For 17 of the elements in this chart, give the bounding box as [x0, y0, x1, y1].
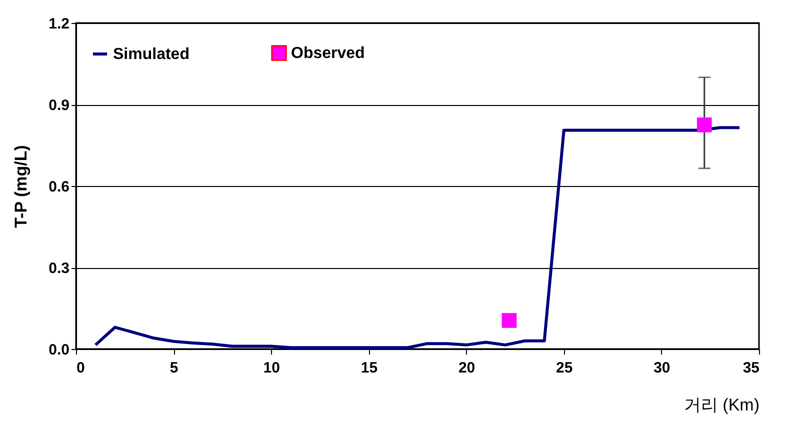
x-tick-label: 20	[458, 360, 476, 376]
x-tick-label: 5	[170, 360, 178, 376]
x-tick-label: 10	[263, 360, 280, 376]
y-tick-label: 0.0	[48, 342, 70, 358]
y-axis-title: T-P (mg/L)	[12, 145, 31, 228]
y-tick-label: 0.6	[48, 178, 70, 196]
x-tick-label: 25	[556, 360, 573, 376]
y-tick-label: 0.9	[48, 97, 70, 114]
legend-label: Simulated	[113, 46, 190, 63]
x-tick-label: 30	[654, 360, 670, 376]
x-tick-label: 35	[742, 360, 760, 376]
y-tick-label: 1.2	[48, 16, 70, 32]
y-tick-label: 0.3	[48, 260, 70, 277]
x-axis-title: 거리 (Km)	[684, 396, 760, 414]
x-tick-label: 0	[76, 360, 85, 376]
legend-label: Observed	[291, 45, 365, 62]
x-tick-label: 15	[360, 360, 378, 376]
